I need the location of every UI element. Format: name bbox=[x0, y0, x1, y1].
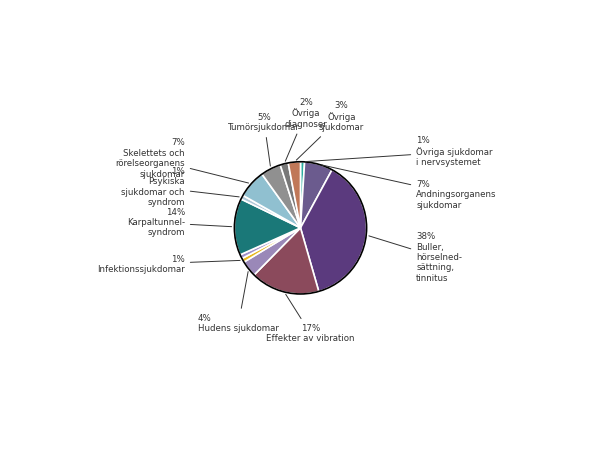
Wedge shape bbox=[254, 228, 319, 294]
Text: 1%
Övriga sjukdomar
i nervsystemet: 1% Övriga sjukdomar i nervsystemet bbox=[305, 136, 493, 167]
Wedge shape bbox=[300, 162, 332, 228]
Wedge shape bbox=[300, 162, 305, 228]
Text: 38%
Buller,
hörselned-
sättning,
tinnitus: 38% Buller, hörselned- sättning, tinnitu… bbox=[369, 232, 462, 283]
Wedge shape bbox=[241, 195, 300, 228]
Text: 2%
Övriga
diagnoser: 2% Övriga diagnoser bbox=[284, 98, 327, 161]
Wedge shape bbox=[243, 174, 300, 228]
Text: 14%
Karpaltunnel-
syndrom: 14% Karpaltunnel- syndrom bbox=[127, 208, 231, 238]
Text: 7%
Skelettets och
rörelseorganens
sjukdomar: 7% Skelettets och rörelseorganens sjukdo… bbox=[115, 138, 249, 183]
Wedge shape bbox=[242, 228, 300, 262]
Wedge shape bbox=[240, 228, 300, 259]
Wedge shape bbox=[262, 165, 300, 228]
Wedge shape bbox=[244, 228, 300, 275]
Text: 17%
Effekter av vibration: 17% Effekter av vibration bbox=[266, 294, 355, 343]
Wedge shape bbox=[300, 170, 367, 292]
Wedge shape bbox=[288, 162, 300, 228]
Text: 5%
Tumörsjukdomar: 5% Tumörsjukdomar bbox=[228, 113, 300, 166]
Text: 1%
Psykiska
sjukdomar och
syndrom: 1% Psykiska sjukdomar och syndrom bbox=[121, 167, 239, 207]
Wedge shape bbox=[280, 163, 300, 228]
Wedge shape bbox=[234, 199, 300, 255]
Text: 7%
Andningsorganens
sjukdomar: 7% Andningsorganens sjukdomar bbox=[322, 165, 496, 210]
Text: 3%
Övriga
sjukdomar: 3% Övriga sjukdomar bbox=[296, 101, 364, 160]
Text: 1%
Infektionssjukdomar: 1% Infektionssjukdomar bbox=[97, 254, 240, 274]
Text: 4%
Hudens sjukdomar: 4% Hudens sjukdomar bbox=[198, 272, 279, 333]
